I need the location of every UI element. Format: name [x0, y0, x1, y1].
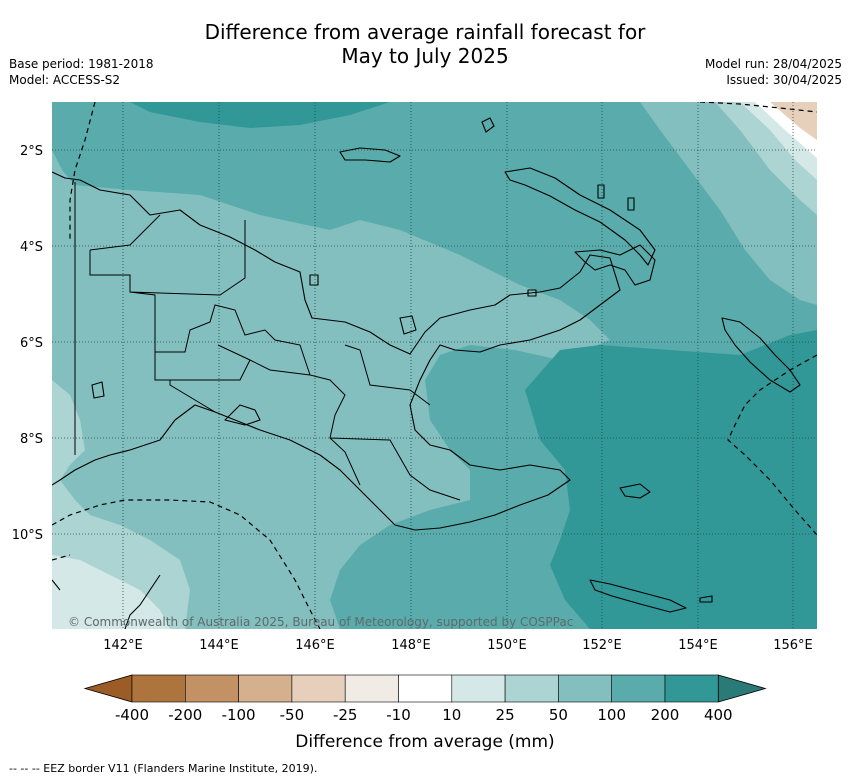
lon-label-154e: 154°E: [678, 638, 718, 653]
colorbar-tick-label: 400: [704, 706, 733, 724]
contour-band-100-200-north: [130, 102, 390, 128]
colorbar-tick-label: -10: [386, 706, 411, 724]
lat-label-10s: 10°S: [12, 528, 43, 543]
colorbar-tick-label: -25: [333, 706, 358, 724]
lat-label-2s: 2°S: [20, 144, 43, 159]
graticule: [52, 102, 817, 629]
lon-label-156e: 156°E: [773, 638, 813, 653]
colorbar-labels: -400 -200 -100 -50 -25 -10 10 25 50 100 200 400: [115, 706, 733, 724]
colorbar-segment: [291, 674, 346, 703]
lon-label-144e: 144°E: [199, 638, 239, 653]
lat-label-6s: 6°S: [20, 336, 43, 351]
colorbar-tick-label: 200: [651, 706, 680, 724]
colorbar-segment: [664, 674, 719, 703]
colorbar-segment: [451, 674, 506, 703]
lon-label-150e: 150°E: [487, 638, 527, 653]
latitude-labels: 2°S 4°S 6°S 8°S 10°S: [12, 144, 43, 543]
model-run-date: Model run: 28/04/2025: [704, 57, 842, 71]
eez-legend-note: -- -- -- EEZ border V11 (Flanders Marine…: [9, 762, 318, 775]
colorbar-tick-label: 50: [549, 706, 568, 724]
colorbar-extension-high: [717, 674, 767, 703]
colorbar-segment: [185, 674, 239, 703]
colorbar-segment: [344, 674, 399, 703]
colorbar-tick-label: -400: [115, 706, 149, 724]
lat-label-4s: 4°S: [20, 240, 43, 255]
new-guinea-coastline: [52, 171, 621, 531]
colorbar-extension-low: [83, 674, 133, 703]
issued-date: Issued: 30/04/2025: [726, 73, 842, 87]
manus-island-coastline: [339, 147, 401, 163]
eez-borders: [52, 102, 817, 629]
cape-york-coastline: [52, 574, 161, 629]
map-title: Difference from average rainfall forecas…: [0, 20, 850, 68]
small-islands: [91, 117, 635, 426]
province-borders: [74, 182, 461, 501]
colorbar-tick-label: -100: [222, 706, 256, 724]
lon-label-148e: 148°E: [391, 638, 431, 653]
colorbar-tick-label: 100: [597, 706, 626, 724]
colorbar-segment: [131, 674, 186, 703]
model-info: Base period: 1981-2018 Model: ACCESS-S2: [9, 56, 154, 88]
contour-band-100-200-south-east: [525, 330, 817, 629]
longitude-labels: 142°E 144°E 146°E 148°E 150°E 152°E 154°…: [103, 638, 813, 653]
colorbar-segment: [504, 674, 559, 703]
colorbar-tick-label: -50: [280, 706, 305, 724]
colorbar-segment: [558, 674, 613, 703]
contour-band-dry-north-east: [770, 102, 817, 140]
colorbar-segment: [398, 674, 453, 703]
contour-band-25-50: [52, 150, 610, 629]
lat-label-8s: 8°S: [20, 432, 43, 447]
milne-bay-islands: [589, 483, 713, 613]
map-panel: © Commonwealth of Australia 2025, Bureau…: [52, 102, 817, 629]
coastlines: [52, 117, 801, 629]
colorbar-tick-label: 10: [442, 706, 461, 724]
lon-label-146e: 146°E: [295, 638, 335, 653]
new-ireland-coastline: [504, 167, 656, 266]
base-period: Base period: 1981-2018: [9, 57, 154, 71]
run-info: Model run: 28/04/2025 Issued: 30/04/2025: [705, 56, 842, 88]
colorbar-segment: [238, 674, 293, 703]
copyright-notice: © Commonwealth of Australia 2025, Bureau…: [68, 615, 573, 629]
new-britain-coastline: [574, 244, 656, 286]
model-name: Model: ACCESS-S2: [9, 73, 121, 87]
colorbar-tick-label: -200: [168, 706, 202, 724]
colorbar-tick-label: 25: [496, 706, 515, 724]
contour-band-low-south-west: [52, 555, 170, 629]
lon-label-142e: 142°E: [103, 638, 143, 653]
colorbar: [83, 674, 767, 703]
bougainville-coastline: [721, 317, 801, 393]
title-line-1: Difference from average rainfall forecas…: [204, 20, 646, 44]
colorbar-segment: [611, 674, 666, 703]
lon-label-152e: 152°E: [582, 638, 622, 653]
colorbar-title: Difference from average (mm): [295, 732, 554, 752]
title-line-2: May to July 2025: [341, 44, 509, 68]
